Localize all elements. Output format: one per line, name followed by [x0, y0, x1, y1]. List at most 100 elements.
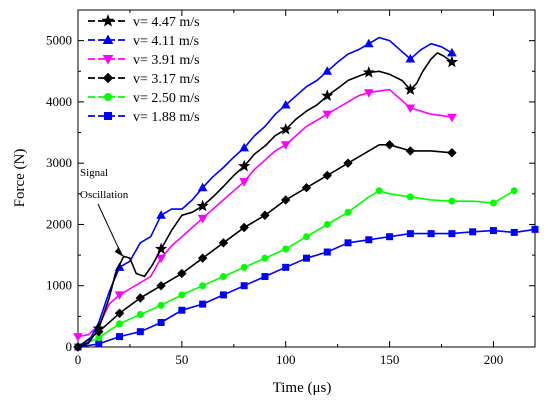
- data-point-marker: [135, 293, 146, 303]
- data-point-marker: [197, 182, 208, 192]
- data-point-marker: [280, 99, 291, 109]
- data-point-marker: [178, 306, 186, 314]
- legend-marker: [102, 55, 114, 65]
- series-lines: [73, 36, 539, 352]
- data-point-marker: [281, 195, 291, 205]
- data-point-marker: [196, 199, 209, 212]
- legend-marker: [104, 93, 112, 101]
- series-square: [74, 225, 539, 351]
- series-circle: [74, 187, 518, 351]
- data-point-marker: [384, 140, 395, 150]
- data-point-marker: [510, 228, 518, 236]
- data-point-marker: [405, 146, 416, 156]
- data-point-marker: [280, 141, 291, 150]
- data-point-marker: [344, 208, 352, 216]
- data-point-marker: [447, 113, 457, 123]
- series-triangle-down: [73, 88, 457, 342]
- legend-marker: [102, 34, 114, 44]
- x-tick-label: 100: [276, 352, 296, 367]
- data-point-marker: [218, 238, 229, 248]
- data-point-marker: [343, 158, 353, 168]
- data-point-marker: [303, 233, 310, 241]
- data-point-marker: [531, 225, 539, 233]
- data-point-marker: [375, 187, 383, 195]
- data-point-marker: [116, 333, 124, 341]
- data-point-marker: [510, 187, 518, 195]
- data-point-marker: [344, 239, 352, 247]
- data-point-marker: [469, 228, 477, 236]
- data-point-marker: [114, 291, 125, 300]
- data-point-marker: [240, 263, 248, 271]
- data-point-marker: [282, 263, 290, 271]
- y-tick-label: 3000: [46, 155, 72, 170]
- x-axis-title: Time (μs): [273, 380, 332, 396]
- legend-item: v= 4.47 m/s: [88, 14, 200, 30]
- data-point-marker: [448, 197, 456, 205]
- data-point-marker: [114, 308, 125, 319]
- data-point-marker: [197, 253, 208, 263]
- data-point-marker: [322, 66, 333, 75]
- data-point-marker: [240, 282, 248, 290]
- data-point-marker: [363, 89, 374, 98]
- data-point-marker: [238, 159, 251, 172]
- legend: v= 4.47 m/s v= 4.11 m/s v= 3.91 m/s v= 3.17…: [88, 14, 200, 125]
- annotation-arrow-head: [114, 246, 124, 257]
- data-point-marker: [321, 89, 334, 101]
- data-point-marker: [73, 333, 83, 342]
- y-tick-label: 4000: [46, 94, 72, 109]
- y-tick-label: 1000: [46, 278, 72, 293]
- data-point-marker: [239, 178, 250, 187]
- y-tick-label: 0: [66, 339, 73, 354]
- signal-oscillation-annotation: Signal Oscillation: [80, 167, 129, 257]
- annotation-arrow-line: [97, 203, 122, 254]
- data-point-marker: [323, 220, 331, 228]
- data-point-marker: [405, 104, 416, 114]
- legend-item: v= 3.91 m/s: [88, 53, 200, 68]
- data-point-marker: [279, 123, 292, 135]
- data-point-marker: [239, 222, 249, 233]
- data-point-marker: [199, 282, 207, 290]
- data-point-marker: [157, 301, 165, 309]
- data-point-marker: [95, 340, 103, 348]
- series-line: [77, 36, 453, 348]
- legend-marker: [101, 14, 115, 27]
- data-point-marker: [156, 254, 166, 264]
- annotation-line-2: Oscillation: [80, 189, 129, 201]
- data-point-marker: [177, 268, 187, 279]
- data-point-marker: [322, 110, 333, 120]
- data-point-marker: [197, 214, 208, 224]
- data-point-marker: [136, 328, 144, 336]
- data-point-marker: [92, 322, 105, 334]
- series-line: [77, 228, 536, 348]
- axes: [77, 9, 536, 348]
- legend-item: v= 3.17 m/s: [88, 72, 200, 87]
- data-point-marker: [219, 291, 227, 299]
- data-point-marker: [156, 281, 166, 291]
- legend-item: v= 2.50 m/s: [88, 91, 200, 106]
- data-point-marker: [157, 318, 165, 326]
- data-point-marker: [323, 248, 331, 256]
- data-point-marker: [406, 230, 414, 238]
- data-point-marker: [404, 83, 417, 95]
- data-point-marker: [489, 199, 497, 207]
- data-point-marker: [219, 273, 227, 281]
- data-point-marker: [386, 233, 394, 241]
- y-tick-labels: 0 1000 2000 3000 4000 5000: [46, 33, 72, 354]
- data-point-marker: [282, 245, 290, 253]
- annotation-line-1: Signal: [80, 167, 108, 179]
- data-point-marker: [303, 254, 310, 262]
- series-diamond: [73, 140, 457, 352]
- legend-item: v= 1.88 m/s: [88, 110, 200, 125]
- data-point-marker: [447, 47, 457, 57]
- y-tick-label: 2000: [46, 216, 72, 231]
- data-point-marker: [322, 170, 332, 181]
- y-axis-title: Force (N): [12, 149, 28, 208]
- legend-label: v= 4.47 m/s: [133, 15, 200, 30]
- legend-marker: [102, 72, 114, 84]
- x-tick-label: 200: [484, 352, 504, 367]
- data-point-marker: [261, 254, 269, 262]
- data-point-marker: [489, 227, 497, 235]
- x-tick-label: 0: [75, 352, 82, 367]
- data-point-marker: [365, 236, 373, 244]
